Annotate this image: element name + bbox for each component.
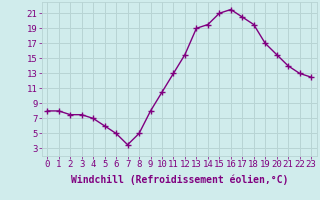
- X-axis label: Windchill (Refroidissement éolien,°C): Windchill (Refroidissement éolien,°C): [70, 175, 288, 185]
